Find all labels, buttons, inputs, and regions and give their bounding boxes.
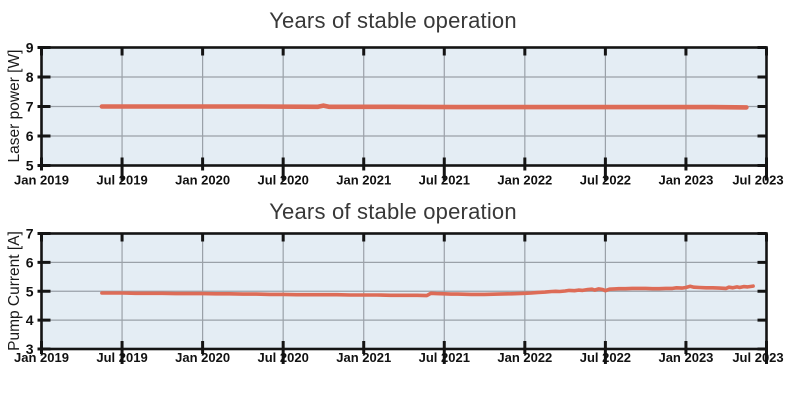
y-tick-label: 5 bbox=[26, 283, 34, 299]
laser-power-series-line bbox=[99, 103, 749, 110]
x-tick-label: Jan 2022 bbox=[497, 350, 552, 365]
y-tick-label: 6 bbox=[26, 254, 34, 270]
pump-current-chart: Years of stable operation Pump Current [… bbox=[0, 199, 786, 400]
x-tick-label: Jan 2020 bbox=[175, 350, 230, 365]
x-tick-label: Jan 2023 bbox=[658, 350, 713, 365]
pump-current-plot: Jan 2019 Jul 2019 Jan 2020 Jul 2020 Jan 2021… bbox=[14, 226, 784, 366]
x-tick-label: Jan 2022 bbox=[497, 173, 552, 188]
x-tick-label: Jan 2019 bbox=[14, 173, 69, 188]
x-tick-label: Jan 2021 bbox=[336, 173, 391, 188]
x-tick-label: Jul 2021 bbox=[419, 350, 470, 365]
y-tick-label: 7 bbox=[26, 226, 34, 242]
chart-title: Years of stable operation bbox=[269, 199, 517, 224]
x-tick-label: Jan 2020 bbox=[175, 173, 230, 188]
x-tick-label: Jul 2023 bbox=[732, 350, 783, 365]
x-tick-label: Jan 2019 bbox=[14, 350, 69, 365]
y-tick-label: 7 bbox=[26, 99, 34, 115]
x-tick-label: Jan 2023 bbox=[658, 173, 713, 188]
x-tick-label: Jul 2020 bbox=[258, 350, 309, 365]
pump-current-series-line bbox=[100, 284, 755, 298]
x-tick-label: Jul 2020 bbox=[258, 173, 309, 188]
y-tick-label: 8 bbox=[26, 69, 34, 85]
y-tick-label: 9 bbox=[26, 40, 34, 56]
y-tick-label: 4 bbox=[26, 312, 34, 328]
y-tick-label: 3 bbox=[26, 341, 34, 357]
x-tick-label: Jul 2019 bbox=[96, 173, 147, 188]
y-tick-label: 6 bbox=[26, 128, 34, 144]
x-tick-label: Jul 2023 bbox=[732, 173, 783, 188]
laser-power-plot: Jan 2019 Jul 2019 Jan 2020 Jul 2020 Jan 2021… bbox=[14, 40, 784, 188]
laser-power-chart: Years of stable operation Laser power [W… bbox=[0, 0, 786, 196]
x-tick-label: Jan 2021 bbox=[336, 350, 391, 365]
x-tick-label: Jul 2022 bbox=[580, 350, 631, 365]
x-tick-label: Jul 2022 bbox=[580, 173, 631, 188]
y-tick-label: 5 bbox=[26, 158, 34, 174]
x-tick-label: Jul 2019 bbox=[96, 350, 147, 365]
x-tick-label: Jul 2021 bbox=[419, 173, 470, 188]
chart-title: Years of stable operation bbox=[269, 8, 517, 33]
